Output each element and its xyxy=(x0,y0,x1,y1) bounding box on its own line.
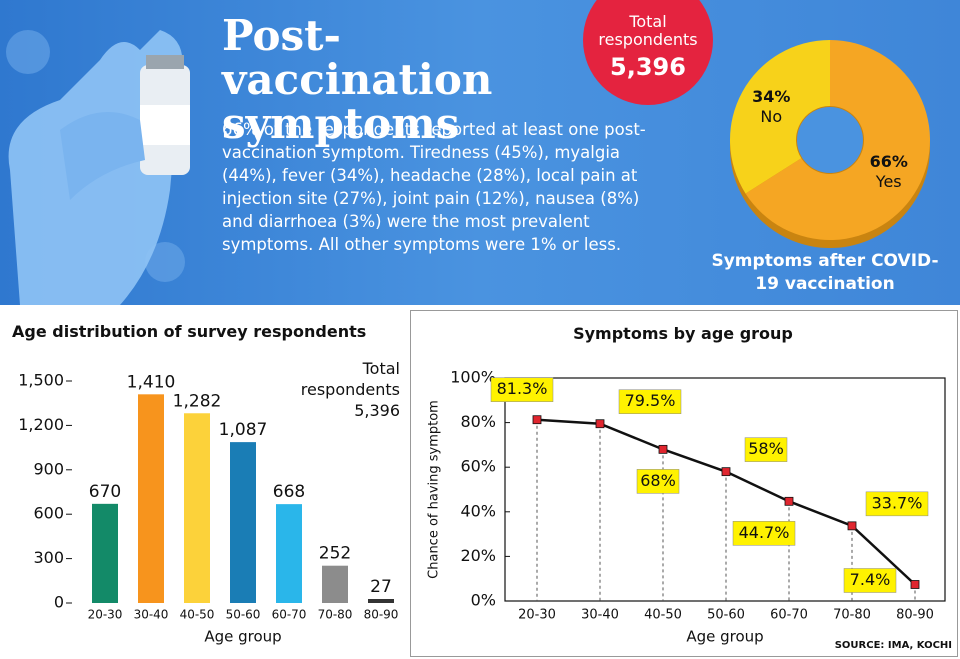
y-tick-label: 300 xyxy=(33,548,64,567)
x-tick-label: 30-40 xyxy=(134,608,169,622)
illustration xyxy=(6,30,190,305)
bar xyxy=(276,504,302,603)
value-label: 68% xyxy=(640,471,676,490)
source: SOURCE: IMA, KOCHI xyxy=(834,640,952,651)
header-band: Post-vaccination symptoms 66% of the res… xyxy=(0,0,960,305)
bar-value-label: 1,282 xyxy=(173,391,222,411)
pie-title: Symptoms after COVID-19 vaccination xyxy=(711,251,939,294)
x-tick-label: 40-50 xyxy=(180,608,215,622)
x-tick-label: 70-80 xyxy=(833,608,871,623)
pie-value-label: 66% xyxy=(870,152,908,171)
marker xyxy=(532,415,542,425)
bar xyxy=(230,442,256,603)
value-label: 81.3% xyxy=(497,379,548,398)
x-tick-label: 60-70 xyxy=(272,608,307,622)
x-tick-label: 30-40 xyxy=(581,608,619,623)
y-tick-label: 100% xyxy=(450,368,496,387)
x-axis-label: Age group xyxy=(686,628,763,646)
badge-label: Total respondents xyxy=(598,12,698,49)
y-tick-label: 1,500 xyxy=(18,371,64,390)
y-axis-label: Chance of having symptom xyxy=(427,400,442,579)
y-tick-label: 40% xyxy=(460,501,496,520)
bar xyxy=(322,565,348,603)
pie-hole xyxy=(797,107,863,173)
value-label: 33.7% xyxy=(872,493,923,512)
bar xyxy=(184,413,210,603)
y-tick-label: 0% xyxy=(471,591,496,610)
bar-value-label: 27 xyxy=(370,577,392,597)
marker xyxy=(595,419,605,429)
bar-value-label: 1,087 xyxy=(219,420,268,440)
summary-text: 66% of the respondents reported at least… xyxy=(222,120,646,254)
value-label-box xyxy=(843,568,897,593)
marker xyxy=(784,496,794,506)
y-tick-label: 60% xyxy=(460,457,496,476)
x-tick-label: 50-60 xyxy=(226,608,261,622)
x-tick-label: 80-90 xyxy=(896,608,934,623)
bar-value-label: 252 xyxy=(319,544,351,564)
value-label-box xyxy=(490,377,554,402)
line-panel xyxy=(410,310,958,657)
value-label: 44.7% xyxy=(739,523,790,542)
marker xyxy=(847,521,857,531)
pie-value-label: 34% xyxy=(752,87,790,106)
line-title: Symptoms by age group xyxy=(573,324,793,343)
bar-value-label: 668 xyxy=(273,482,305,502)
y-tick-label: 0 xyxy=(54,593,64,612)
bar-value-label: 1,410 xyxy=(127,372,176,392)
x-tick-label: 40-50 xyxy=(644,608,682,623)
x-tick-label: 60-70 xyxy=(770,608,808,623)
y-tick-label: 900 xyxy=(33,459,64,478)
value-label-box xyxy=(618,389,682,414)
marker xyxy=(658,444,668,454)
bar xyxy=(368,599,394,603)
pie-category-label: No xyxy=(760,107,782,126)
bar xyxy=(138,394,164,603)
bar-chart: 0 300 600 900 1,200 1,500 670 20-30 1,410 30-40 1,… xyxy=(18,371,399,646)
value-label-box xyxy=(865,491,929,517)
value-label: 7.4% xyxy=(850,570,891,589)
marker xyxy=(910,580,920,589)
x-tick-label: 80-90 xyxy=(364,608,399,622)
plot-frame xyxy=(504,377,946,602)
badge-value: 5,396 xyxy=(610,53,686,81)
value-label-box xyxy=(744,437,788,462)
value-label-box xyxy=(636,469,680,494)
value-label: 58% xyxy=(748,439,784,458)
pie-slice xyxy=(745,40,930,240)
x-axis-label: Age group xyxy=(204,628,281,646)
total-badge: Total respondents 5,396 xyxy=(583,0,713,105)
pie-chart: 34%No 66%Yes xyxy=(730,40,930,248)
value-label-box xyxy=(732,521,796,546)
bar-value-label: 670 xyxy=(89,482,121,502)
y-tick-label: 1,200 xyxy=(18,415,64,434)
line-chart: 0% 20% 40% 60% 80% 100% 20-30 30-40 40-50 50-60 60… xyxy=(427,368,946,646)
x-tick-label: 50-60 xyxy=(707,608,745,623)
y-tick-label: 80% xyxy=(460,412,496,431)
y-tick-label: 20% xyxy=(460,546,496,565)
pie-slice xyxy=(730,40,830,194)
x-tick-label: 20-30 xyxy=(88,608,123,622)
x-tick-label: 70-80 xyxy=(318,608,353,622)
page-title: Post-vaccination symptoms xyxy=(222,11,493,148)
bar-annotation: Total respondents 5,396 xyxy=(300,359,400,420)
bar-title: Age distribution of survey respondents xyxy=(12,322,367,341)
marker xyxy=(721,467,731,477)
pie-category-label: Yes xyxy=(875,172,902,191)
x-tick-label: 20-30 xyxy=(518,608,556,623)
y-tick-label: 600 xyxy=(33,504,64,523)
bar xyxy=(92,503,118,603)
value-label: 79.5% xyxy=(625,391,676,410)
